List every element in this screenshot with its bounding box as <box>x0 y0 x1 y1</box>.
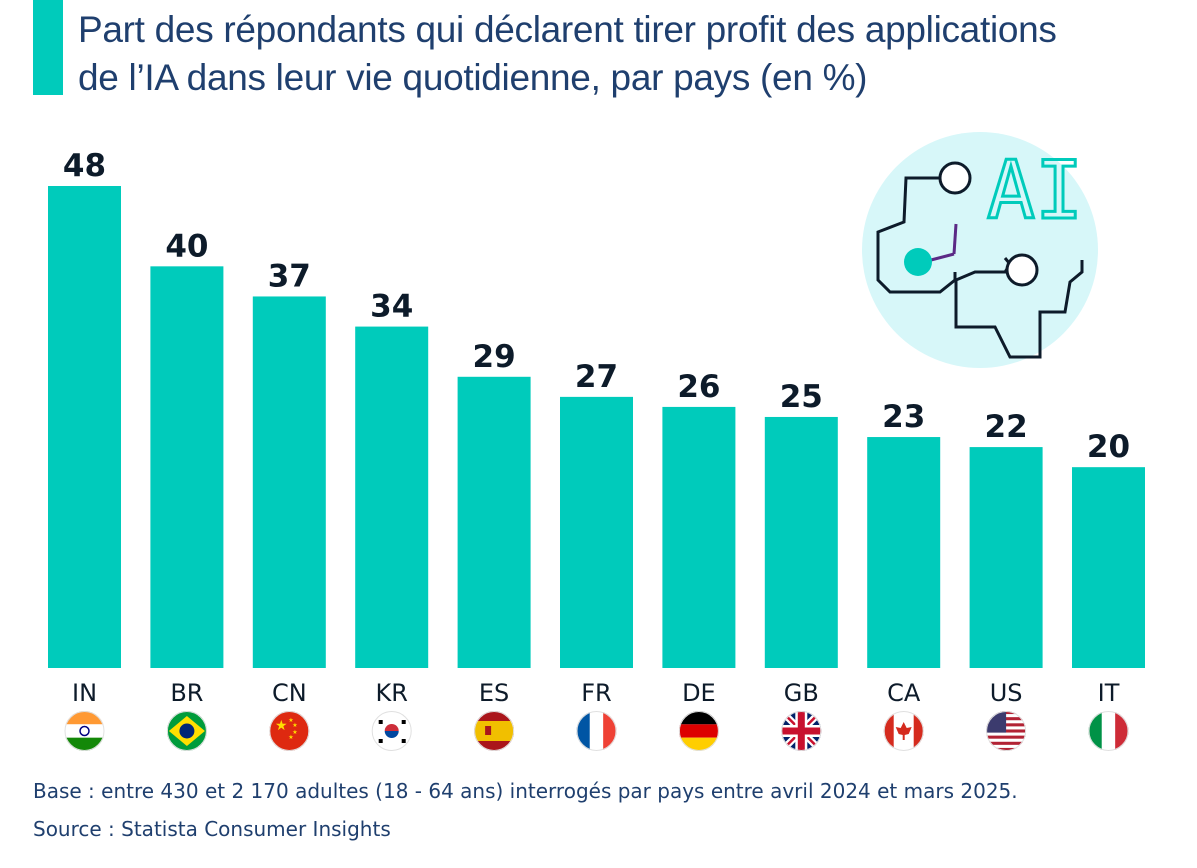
category-label-br: BR <box>170 679 203 707</box>
value-label-kr: 34 <box>370 289 413 325</box>
bar-es <box>457 376 531 668</box>
category-label-cn: CN <box>272 679 307 707</box>
bar-cn <box>252 296 326 668</box>
value-label-es: 29 <box>473 339 516 375</box>
bar-us <box>969 447 1043 668</box>
france-flag-icon <box>576 711 617 751</box>
category-label-us: US <box>990 679 1023 707</box>
svg-text:★: ★ <box>292 722 297 729</box>
germany-flag-icon <box>678 711 719 751</box>
chart-title-line-2: de l’IA dans leur vie quotidienne, par p… <box>78 57 868 98</box>
bar-it <box>1072 467 1145 668</box>
italy-flag-icon <box>1088 711 1129 751</box>
bar-in <box>48 186 121 668</box>
svg-text:★: ★ <box>288 717 293 724</box>
chart-title: Part des répondants qui déclarent tirer … <box>78 6 1178 102</box>
ai-badge-background <box>862 132 1098 368</box>
category-label-in: IN <box>72 679 97 707</box>
bar-br <box>150 266 224 668</box>
svg-text:★: ★ <box>275 718 288 734</box>
ai-badge-text: AI <box>987 144 1083 237</box>
ai-node-filled <box>904 248 932 276</box>
bar-fr <box>560 396 633 668</box>
brazil-flag-icon <box>166 711 207 751</box>
category-label-fr: FR <box>581 679 611 707</box>
bar-ca <box>867 437 941 668</box>
category-label-es: ES <box>479 679 509 707</box>
value-label-in: 48 <box>63 148 106 184</box>
footer-base-note: Base : entre 430 et 2 170 adultes (18 - … <box>33 779 1018 803</box>
category-label-ca: CA <box>887 679 921 707</box>
value-label-de: 26 <box>677 369 720 405</box>
svg-text:★: ★ <box>288 734 293 741</box>
value-label-cn: 37 <box>268 258 311 294</box>
chart-title-line-1: Part des répondants qui déclarent tirer … <box>78 9 1057 50</box>
uk-flag-icon <box>781 711 822 751</box>
ai-circuit-brain-icon: AI <box>862 132 1098 368</box>
svg-text:★: ★ <box>292 729 297 736</box>
bar-gb <box>764 416 838 668</box>
value-label-br: 40 <box>165 228 208 264</box>
china-flag-icon: ★ ★★★★ <box>269 711 310 751</box>
value-label-gb: 25 <box>780 379 823 415</box>
value-label-us: 22 <box>985 409 1028 445</box>
bar-kr <box>355 326 429 668</box>
title-accent-bar <box>33 0 63 95</box>
value-label-ca: 23 <box>882 399 925 435</box>
category-label-it: IT <box>1098 679 1120 707</box>
value-label-it: 20 <box>1087 429 1130 465</box>
spain-flag-icon <box>474 711 515 751</box>
canada-flag-icon <box>883 711 924 751</box>
category-label-kr: KR <box>375 679 407 707</box>
value-label-fr: 27 <box>575 359 618 395</box>
bar-de <box>662 406 736 668</box>
category-label-de: DE <box>682 679 716 707</box>
south-korea-flag-icon <box>371 711 412 751</box>
usa-flag-icon <box>986 711 1027 751</box>
india-flag-icon <box>64 711 105 751</box>
category-label-gb: GB <box>784 679 819 707</box>
footer-source: Source : Statista Consumer Insights <box>33 817 391 841</box>
